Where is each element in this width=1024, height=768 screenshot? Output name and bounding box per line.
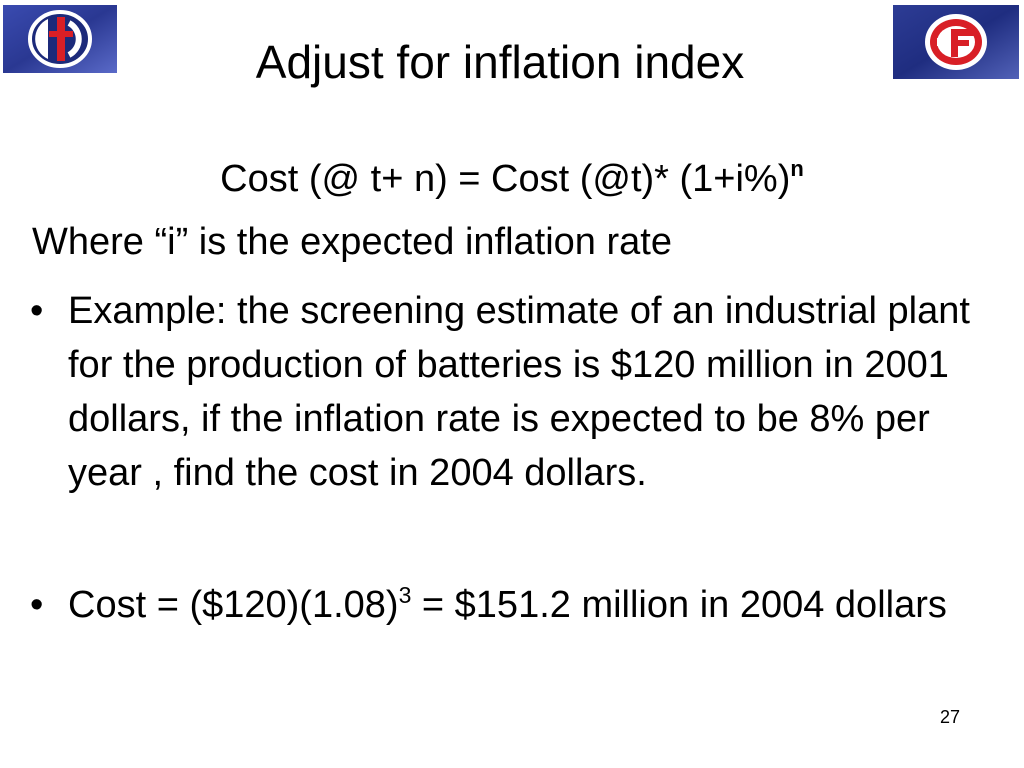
slide-title: Adjust for inflation index bbox=[255, 36, 745, 88]
company-emblem-icon bbox=[893, 5, 1019, 79]
bullet-list: • Example: the screening estimate of an … bbox=[0, 284, 1024, 632]
university-emblem-icon bbox=[3, 5, 117, 73]
page-number: 27 bbox=[940, 707, 961, 727]
result-text-before: Cost = ($120)(1.08) bbox=[68, 584, 399, 626]
inflation-formula: Cost (@ t+ n) = Cost (@t)* (1+i%)n bbox=[0, 155, 1024, 203]
right-logo-icon bbox=[893, 5, 1019, 79]
formula-exponent: n bbox=[790, 156, 804, 181]
formula-text: Cost (@ t+ n) = Cost (@t)* (1+i%) bbox=[220, 158, 791, 200]
bullet-marker: • bbox=[30, 290, 44, 332]
bullet-example: • Example: the screening estimate of an … bbox=[0, 284, 1024, 500]
result-text-after: = $151.2 million in 2004 dollars bbox=[411, 584, 947, 626]
left-logo-icon bbox=[3, 5, 117, 73]
bullet-marker: • bbox=[30, 584, 44, 626]
bullet-result: • Cost = ($120)(1.08)3 = $151.2 million … bbox=[0, 578, 1024, 632]
where-definition: Where “i” is the expected inflation rate bbox=[32, 221, 672, 263]
example-text: Example: the screening estimate of an in… bbox=[68, 290, 970, 494]
result-exponent: 3 bbox=[398, 582, 412, 608]
